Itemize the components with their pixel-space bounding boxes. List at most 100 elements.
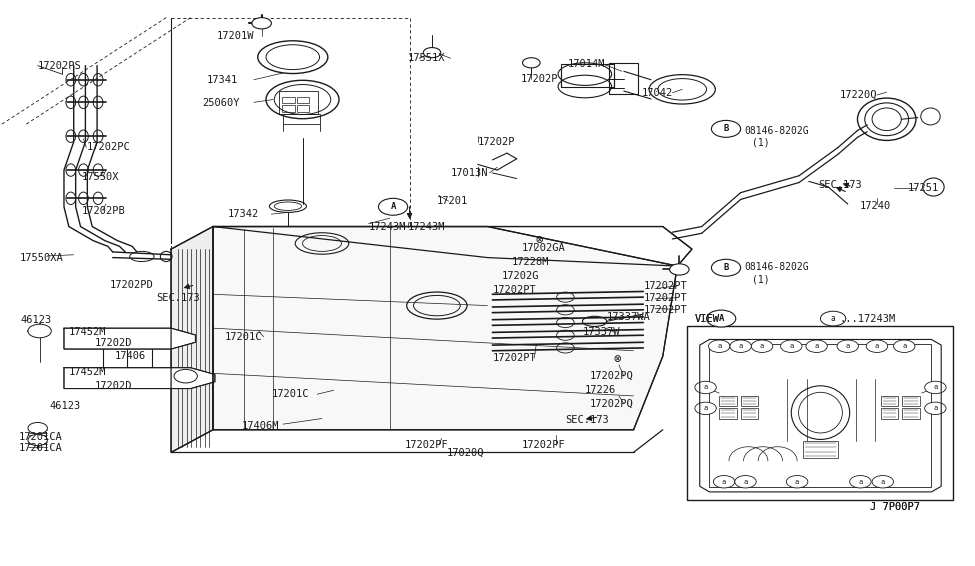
Bar [687, 327, 953, 500]
Text: 17014M: 17014M [567, 59, 604, 70]
Polygon shape [64, 328, 195, 349]
Circle shape [707, 310, 736, 327]
Text: 17202D: 17202D [96, 338, 133, 349]
Text: SEC.173: SEC.173 [819, 181, 862, 190]
Text: 08146-8202G: 08146-8202G [745, 126, 809, 135]
Bar [880, 396, 898, 406]
Circle shape [821, 311, 845, 326]
Text: 17406: 17406 [115, 351, 146, 362]
Text: 17452M: 17452M [69, 327, 106, 337]
Text: 17202PT: 17202PT [644, 281, 687, 291]
Text: a: a [845, 343, 850, 349]
Circle shape [924, 381, 946, 394]
Circle shape [712, 259, 741, 276]
Text: 17243M: 17243M [408, 221, 446, 231]
Text: ⊗: ⊗ [613, 353, 621, 366]
Text: SEC.173: SEC.173 [156, 293, 200, 303]
Text: a: a [880, 479, 885, 484]
Text: 17202P: 17202P [521, 74, 558, 84]
Text: a: a [875, 343, 879, 349]
Text: 17202PF: 17202PF [522, 440, 565, 450]
Text: VIEW: VIEW [695, 314, 720, 324]
Circle shape [735, 475, 757, 488]
Circle shape [872, 475, 893, 488]
Text: a: a [831, 314, 836, 323]
Text: 08146-8202G: 08146-8202G [745, 262, 809, 272]
Bar [282, 97, 294, 104]
Text: a: a [760, 343, 764, 349]
Text: 17202PT: 17202PT [492, 285, 536, 295]
Circle shape [523, 58, 540, 68]
Text: 17201: 17201 [437, 196, 468, 206]
Circle shape [837, 340, 858, 353]
Text: a: a [795, 479, 800, 484]
Text: 17201C: 17201C [224, 332, 262, 342]
Circle shape [893, 340, 915, 353]
Bar [283, 114, 320, 124]
Bar [710, 344, 931, 487]
Text: a: a [789, 343, 794, 349]
Text: 17226: 17226 [585, 385, 616, 395]
Text: 17337WA: 17337WA [606, 312, 650, 322]
Circle shape [752, 340, 773, 353]
Text: 17220Q: 17220Q [839, 90, 878, 100]
Text: (1): (1) [753, 274, 770, 284]
Bar [561, 64, 614, 87]
Text: 17202GA: 17202GA [522, 243, 565, 253]
Text: 17202PQ: 17202PQ [590, 371, 634, 381]
Circle shape [866, 340, 887, 353]
Text: 17452M: 17452M [69, 367, 106, 376]
Circle shape [714, 475, 735, 488]
Circle shape [28, 324, 52, 338]
Text: 17201W: 17201W [216, 31, 254, 41]
Text: 17228M: 17228M [512, 256, 549, 267]
Text: 17550XA: 17550XA [20, 252, 64, 263]
Text: 17341: 17341 [207, 75, 238, 85]
Bar [282, 105, 294, 112]
Text: 17201CA: 17201CA [19, 443, 62, 453]
Text: a: a [717, 343, 722, 349]
Text: 17202PT: 17202PT [644, 305, 687, 315]
Text: ...17243M: ...17243M [839, 314, 896, 324]
Text: SEC.173: SEC.173 [566, 415, 609, 424]
Bar [880, 408, 898, 418]
Bar [609, 63, 639, 94]
Text: 25060Y: 25060Y [202, 98, 240, 109]
Text: B: B [723, 125, 728, 134]
Text: 17406M: 17406M [242, 421, 280, 431]
Text: B: B [723, 263, 728, 272]
Bar [296, 97, 309, 104]
Text: 17202PT: 17202PT [492, 353, 536, 363]
Text: 17240: 17240 [859, 201, 891, 211]
Circle shape [28, 422, 48, 434]
Text: 17042: 17042 [642, 88, 673, 98]
Text: a: a [902, 343, 907, 349]
Text: 17550X: 17550X [82, 172, 119, 182]
Text: 17337W: 17337W [583, 327, 620, 337]
Text: VIEW: VIEW [695, 314, 720, 324]
Text: a: a [738, 343, 743, 349]
Text: 17013N: 17013N [450, 168, 488, 178]
Text: 17251: 17251 [908, 183, 939, 193]
Text: 46123: 46123 [50, 401, 81, 410]
Polygon shape [213, 226, 678, 430]
Text: 17201CA: 17201CA [19, 431, 62, 441]
Text: J 7P00P7: J 7P00P7 [870, 502, 920, 512]
Text: ⊗: ⊗ [535, 234, 543, 247]
Text: (1): (1) [753, 138, 770, 148]
Circle shape [712, 121, 741, 138]
Text: 17202PT: 17202PT [644, 293, 687, 303]
Bar [741, 408, 759, 418]
Polygon shape [64, 368, 214, 389]
Circle shape [781, 340, 802, 353]
Text: A: A [390, 202, 396, 211]
Circle shape [806, 340, 828, 353]
Circle shape [378, 198, 408, 215]
Bar [741, 396, 759, 406]
Bar [296, 105, 309, 112]
Text: 17243M: 17243M [369, 221, 407, 231]
Text: a: a [704, 405, 708, 411]
Circle shape [28, 434, 48, 445]
Text: 17020Q: 17020Q [447, 447, 485, 457]
Text: 17201C: 17201C [271, 389, 309, 399]
